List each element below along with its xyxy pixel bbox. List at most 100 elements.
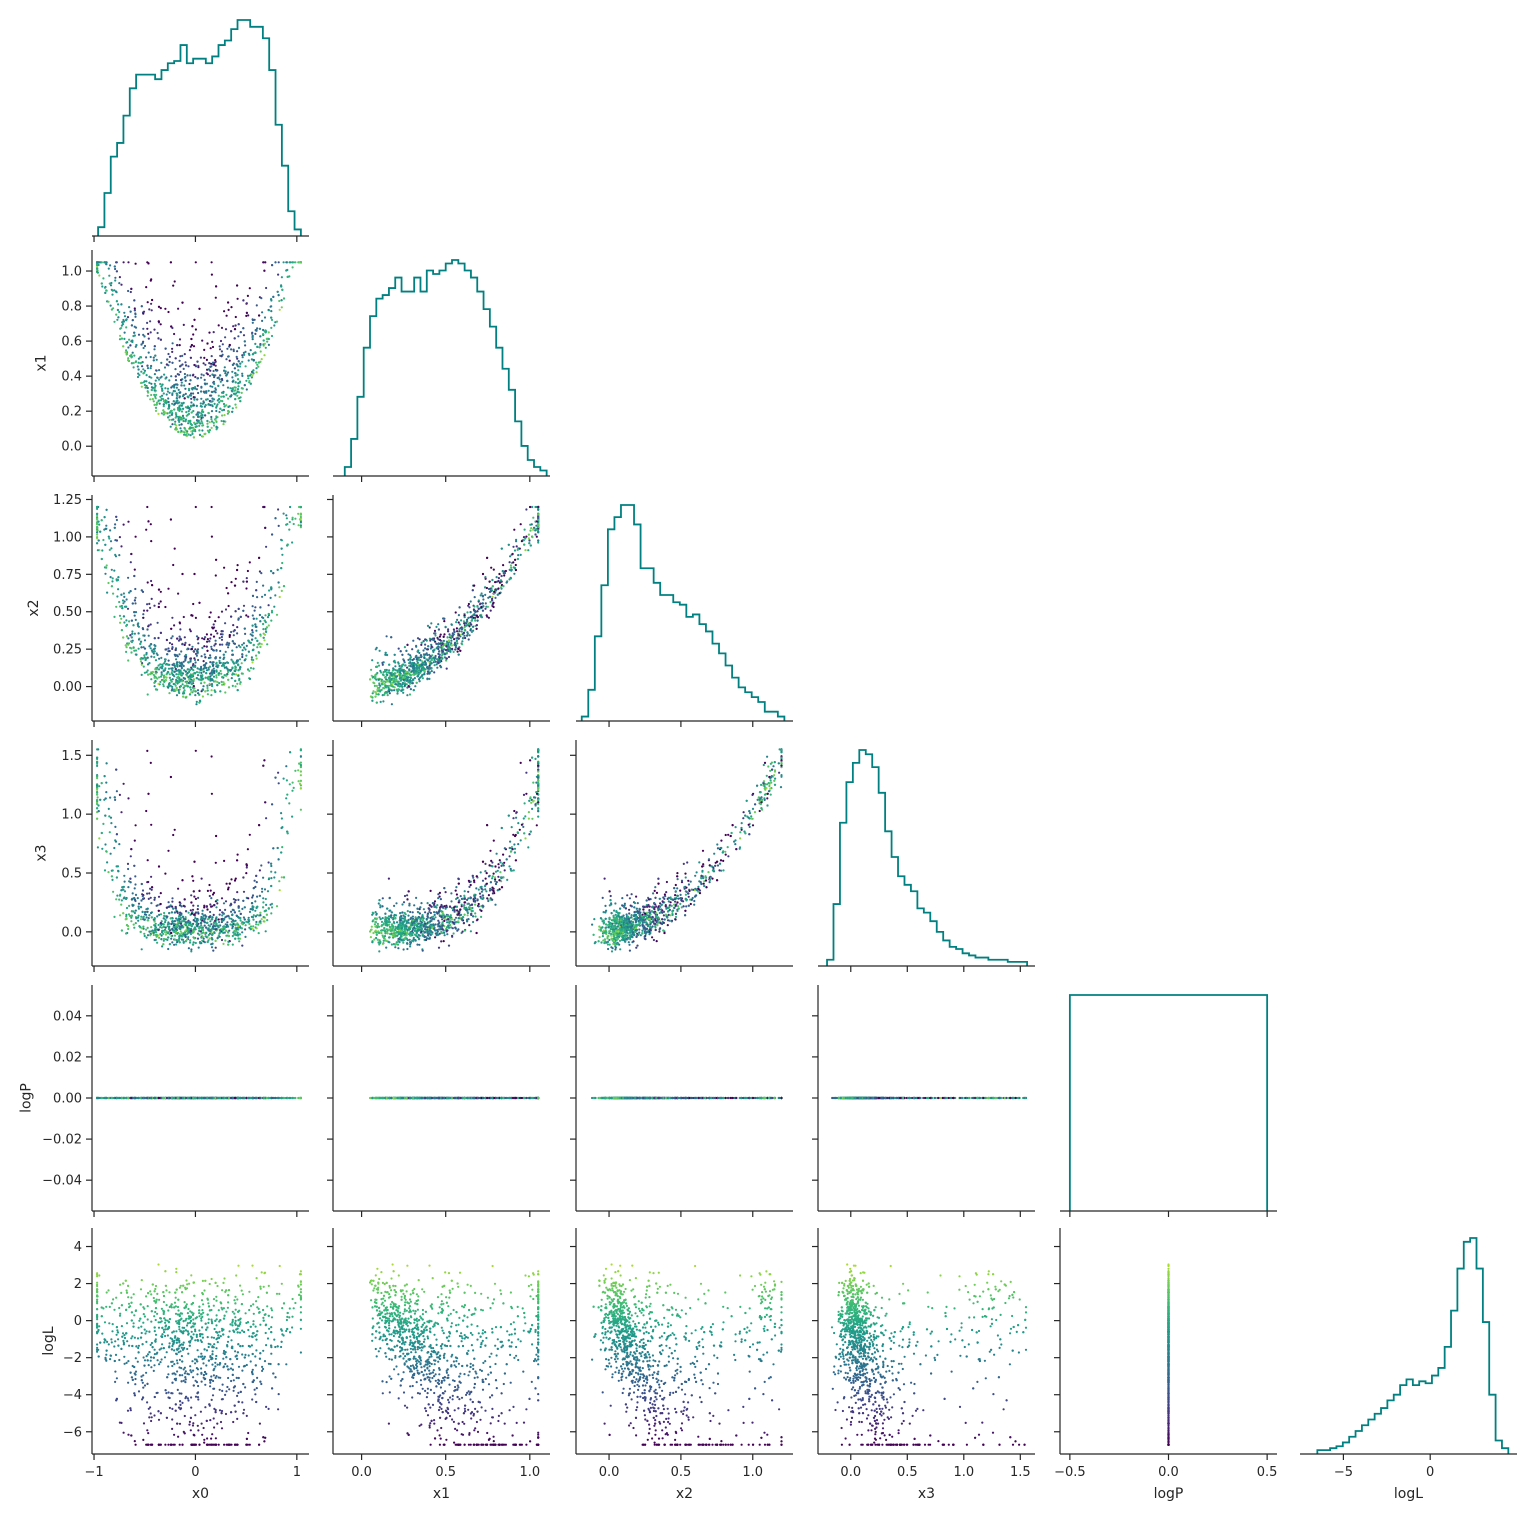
scatter-point	[251, 631, 254, 634]
scatter-point	[209, 637, 212, 640]
scatter-point	[192, 392, 195, 395]
scatter-point	[224, 622, 227, 625]
scatter-point	[199, 402, 202, 405]
scatter-point	[101, 549, 104, 552]
scatter-point	[468, 606, 471, 609]
scatter-point	[244, 648, 247, 651]
y-tick-label: 0.00	[53, 680, 82, 695]
histogram-x2	[580, 504, 786, 721]
scatter-point	[495, 576, 498, 579]
scatter-point	[225, 586, 228, 590]
scatter-point	[514, 563, 517, 567]
scatter-point	[439, 660, 442, 663]
scatter-point	[234, 685, 237, 688]
scatter-point	[257, 923, 260, 926]
scatter-point	[275, 320, 279, 323]
scatter-point	[197, 946, 200, 949]
scatter-point	[162, 403, 165, 406]
scatter-point	[123, 337, 126, 340]
scatter-point	[100, 261, 103, 264]
scatter-point	[502, 585, 505, 588]
scatter-point	[201, 677, 204, 681]
scatter-point	[429, 647, 432, 650]
scatter-point	[243, 384, 246, 387]
scatter-point	[263, 888, 267, 891]
scatter-point	[201, 435, 204, 438]
scatter-point	[457, 647, 460, 651]
scatter-point	[385, 635, 388, 638]
scatter-point	[247, 615, 250, 618]
scatter-point	[242, 327, 245, 330]
scatter-point	[193, 572, 196, 576]
scatter-point	[237, 360, 240, 363]
scatter-point	[170, 680, 173, 683]
scatter-point	[447, 630, 450, 633]
scatter-point	[263, 619, 266, 622]
scatter-point	[186, 672, 189, 675]
scatter-point	[375, 673, 378, 676]
scatter-point	[134, 649, 138, 652]
scatter-point	[252, 369, 255, 372]
scatter-point	[275, 613, 279, 616]
scatter-point	[258, 869, 261, 872]
scatter-point	[168, 379, 171, 382]
scatter-point	[211, 669, 214, 672]
scatter-point	[266, 643, 269, 646]
scatter-point	[537, 539, 540, 542]
scatter-point	[120, 303, 123, 306]
scatter-point	[193, 658, 197, 662]
scatter-point	[156, 915, 159, 918]
scatter-point	[125, 932, 128, 935]
scatter-point	[488, 580, 491, 583]
scatter-point	[236, 297, 239, 300]
scatter-point	[251, 624, 254, 627]
scatter-point	[246, 294, 249, 297]
scatter-point	[189, 356, 192, 359]
scatter-point	[239, 682, 242, 686]
scatter-point	[103, 261, 106, 264]
scatter-point	[155, 393, 158, 396]
scatter-point	[454, 611, 457, 614]
scatter-point	[110, 585, 113, 588]
scatter-point	[445, 657, 448, 660]
scatter-point	[145, 374, 148, 377]
scatter-point	[263, 316, 267, 319]
scatter-point	[245, 614, 248, 617]
scatter-point	[217, 616, 220, 619]
scatter-point	[201, 339, 204, 342]
scatter-point	[175, 397, 179, 400]
scatter-point	[459, 649, 462, 652]
scatter-point	[210, 505, 213, 509]
scatter-point	[426, 648, 430, 651]
scatter-point	[112, 592, 115, 595]
scatter-point	[517, 547, 520, 550]
scatter-point	[286, 268, 289, 272]
scatter-point	[220, 638, 224, 641]
scatter-point	[201, 695, 204, 698]
scatter-point	[473, 609, 476, 612]
scatter-point	[438, 635, 441, 638]
scatter-point	[151, 298, 154, 302]
scatter-point	[215, 409, 218, 413]
scatter-point	[255, 654, 258, 657]
scatter-point	[441, 642, 444, 646]
scatter-point	[125, 906, 129, 910]
scatter-point	[145, 528, 148, 531]
scatter-point	[118, 282, 121, 285]
scatter-point	[425, 652, 428, 655]
scatter-point	[215, 285, 218, 288]
scatter-point	[140, 589, 143, 592]
scatter-point	[220, 355, 223, 358]
scatter-point	[234, 389, 237, 392]
scatter-point	[240, 391, 243, 394]
scatter-point	[140, 663, 143, 666]
scatter-point	[529, 523, 532, 526]
scatter-point	[219, 690, 222, 693]
scatter-point	[457, 614, 460, 617]
scatter-point	[96, 807, 99, 810]
scatter-point	[178, 391, 181, 394]
scatter-point	[472, 625, 475, 628]
scatter-point	[228, 359, 231, 362]
scatter-point	[529, 529, 532, 532]
scatter-point	[178, 680, 181, 683]
